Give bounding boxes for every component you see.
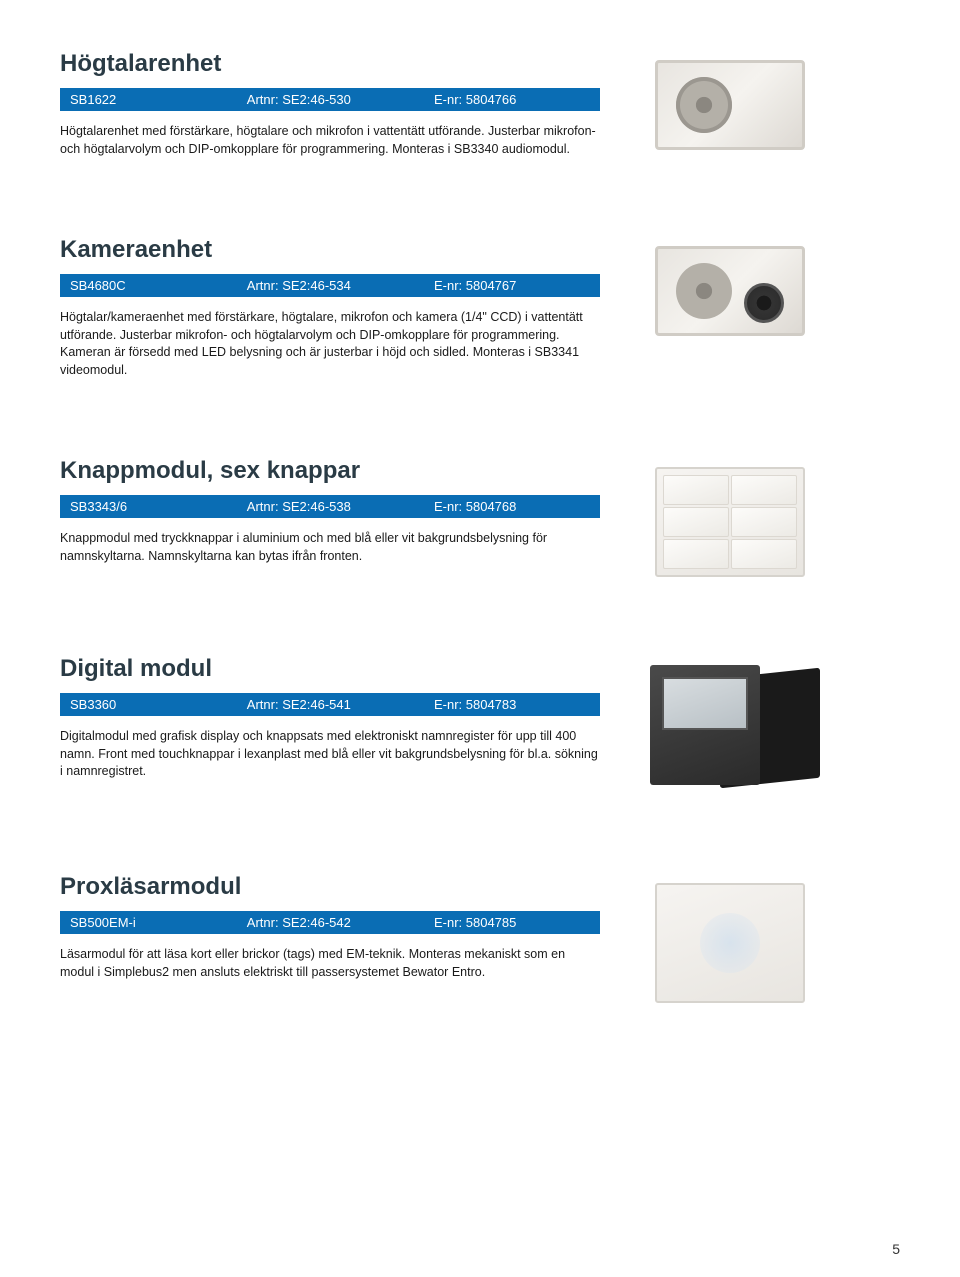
product-artnr: Artnr: SE2:46-538 <box>247 499 434 514</box>
product-sku: SB3360 <box>70 697 247 712</box>
product-title: Digital modul <box>60 655 600 683</box>
product-text: Proxläsarmodul SB500EM-i Artnr: SE2:46-5… <box>60 873 600 981</box>
product-info-bar: SB500EM-i Artnr: SE2:46-542 E-nr: 580478… <box>60 911 600 934</box>
product-image <box>630 655 830 795</box>
product-text: Knappmodul, sex knappar SB3343/6 Artnr: … <box>60 457 600 565</box>
product-sku: SB4680C <box>70 278 247 293</box>
product-knappmodul: Knappmodul, sex knappar SB3343/6 Artnr: … <box>60 457 900 577</box>
product-text: Högtalarenhet SB1622 Artnr: SE2:46-530 E… <box>60 50 600 158</box>
product-description: Digitalmodul med grafisk display och kna… <box>60 728 600 781</box>
product-title: Högtalarenhet <box>60 50 600 78</box>
product-enr: E-nr: 5804766 <box>434 92 590 107</box>
button-module-image <box>655 467 805 577</box>
product-description: Läsarmodul för att läsa kort eller brick… <box>60 946 600 981</box>
product-info-bar: SB3343/6 Artnr: SE2:46-538 E-nr: 5804768 <box>60 495 600 518</box>
product-image <box>630 873 830 1003</box>
digital-module-image <box>640 665 820 795</box>
product-proxlasarmodul: Proxläsarmodul SB500EM-i Artnr: SE2:46-5… <box>60 873 900 1003</box>
speaker-unit-image <box>655 60 805 150</box>
product-sku: SB500EM-i <box>70 915 247 930</box>
product-info-bar: SB1622 Artnr: SE2:46-530 E-nr: 5804766 <box>60 88 600 111</box>
product-image <box>630 457 830 577</box>
product-description: Högtalar/kameraenhet med förstärkare, hö… <box>60 309 600 379</box>
product-description: Högtalarenhet med förstärkare, högtalare… <box>60 123 600 158</box>
product-text: Kameraenhet SB4680C Artnr: SE2:46-534 E-… <box>60 236 600 379</box>
product-text: Digital modul SB3360 Artnr: SE2:46-541 E… <box>60 655 600 781</box>
product-image <box>630 236 830 336</box>
product-artnr: Artnr: SE2:46-542 <box>247 915 434 930</box>
product-enr: E-nr: 5804785 <box>434 915 590 930</box>
product-description: Knappmodul med tryckknappar i aluminium … <box>60 530 600 565</box>
product-title: Proxläsarmodul <box>60 873 600 901</box>
page-number: 5 <box>892 1241 900 1257</box>
product-enr: E-nr: 5804767 <box>434 278 590 293</box>
product-enr: E-nr: 5804783 <box>434 697 590 712</box>
product-artnr: Artnr: SE2:46-541 <box>247 697 434 712</box>
product-info-bar: SB3360 Artnr: SE2:46-541 E-nr: 5804783 <box>60 693 600 716</box>
camera-unit-image <box>655 246 805 336</box>
product-sku: SB3343/6 <box>70 499 247 514</box>
product-title: Kameraenhet <box>60 236 600 264</box>
prox-reader-image <box>655 883 805 1003</box>
product-image <box>630 50 830 150</box>
product-digital-modul: Digital modul SB3360 Artnr: SE2:46-541 E… <box>60 655 900 795</box>
product-enr: E-nr: 5804768 <box>434 499 590 514</box>
product-artnr: Artnr: SE2:46-530 <box>247 92 434 107</box>
product-hogtalarenhet: Högtalarenhet SB1622 Artnr: SE2:46-530 E… <box>60 50 900 158</box>
product-artnr: Artnr: SE2:46-534 <box>247 278 434 293</box>
product-title: Knappmodul, sex knappar <box>60 457 600 485</box>
product-kameraenhet: Kameraenhet SB4680C Artnr: SE2:46-534 E-… <box>60 236 900 379</box>
product-info-bar: SB4680C Artnr: SE2:46-534 E-nr: 5804767 <box>60 274 600 297</box>
product-sku: SB1622 <box>70 92 247 107</box>
